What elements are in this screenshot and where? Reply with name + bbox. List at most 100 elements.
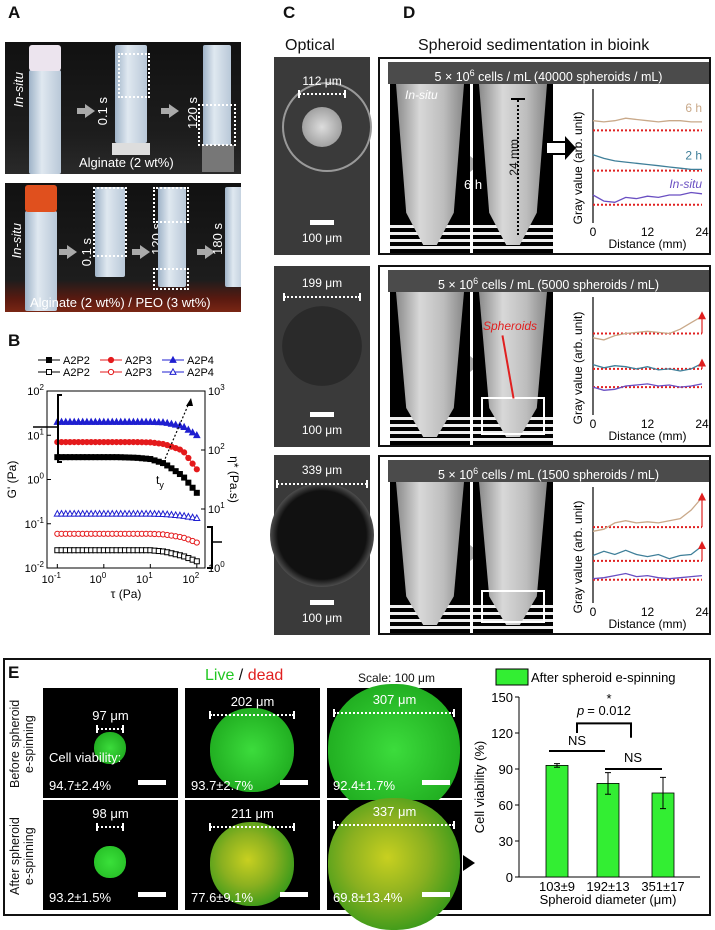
- x-tick-label: 0: [590, 605, 597, 619]
- live-dead-photo: 211 μm 77.6±9.1%: [185, 800, 320, 910]
- data-point: [193, 539, 200, 546]
- y-axis-label: Gray value (arb. unit): [571, 501, 585, 614]
- x-tick-label: 100: [89, 571, 106, 586]
- y-tick-label: 90: [499, 762, 513, 777]
- y-tick-label: 10-2: [25, 560, 45, 575]
- x-tick-label: 101: [136, 571, 153, 586]
- x-axis-label: Distance (mm): [608, 617, 686, 631]
- in-situ-label: In-situ: [405, 88, 438, 102]
- data-point: [107, 356, 115, 364]
- data-point: [176, 511, 184, 519]
- optical-title: Optical: [285, 37, 335, 54]
- time-label: 0.1 s: [95, 97, 110, 126]
- sedimentation-panel: 5 × 106 cells / mL (40000 spheroids / mL…: [378, 57, 711, 255]
- spheroid: [328, 684, 460, 816]
- y-tick-label: 102: [27, 383, 44, 398]
- spheroid: [94, 846, 126, 878]
- viability-value: 93.7±2.7%: [191, 778, 254, 793]
- bar-192±13: [596, 783, 620, 878]
- highlight-box: [198, 104, 236, 146]
- legend-label: A2P4: [187, 367, 214, 379]
- data-point: [185, 454, 192, 462]
- bracket-left: [57, 394, 62, 463]
- data-point: [46, 369, 52, 375]
- legend-label: A2P4: [187, 355, 214, 367]
- x-tick-label: 24: [695, 605, 709, 619]
- dead-label: dead: [247, 667, 284, 684]
- y-tick-label: 150: [491, 690, 513, 705]
- rise-arrow-head: [698, 541, 706, 550]
- spheroid: [328, 798, 460, 930]
- in-situ-label: In-situ: [11, 72, 26, 108]
- y-tick-label: 101: [27, 427, 44, 442]
- y-tick-label: 10-1: [25, 516, 45, 531]
- trend-arrow: [161, 402, 190, 467]
- dimension-arrow: [333, 709, 455, 717]
- series-A2P4-filled-triangle: [53, 417, 201, 439]
- row-label-line: e-spinning: [22, 715, 36, 773]
- series-label: 6 h: [685, 101, 702, 115]
- gray-value-plot: 0 12 24 Distance (mm) Gray value (arb. unit): [571, 297, 709, 443]
- time-label: 180 s: [210, 223, 225, 255]
- tube-photo-sedimented: 24 mm: [473, 84, 553, 253]
- y-right-tick-label: 102: [208, 442, 225, 457]
- x-tick-label: 351±17: [641, 879, 684, 894]
- panel-label-d: D: [403, 3, 416, 22]
- x-axis-label: Spheroid diameter (μm): [540, 892, 677, 907]
- highlight-box: [153, 187, 189, 223]
- diameter-label: 339 μm: [301, 463, 343, 477]
- sedimentation-panel: 5 × 106 cells / mL (5000 spheroids / mL)…: [378, 265, 711, 447]
- row-label-line: Before spheroid: [8, 699, 22, 789]
- trend-arrow-head: [186, 398, 193, 406]
- profile-line: [592, 154, 702, 171]
- y-tick-label: 120: [491, 726, 513, 741]
- header-text: cells / mL (40000 spheroids / mL): [474, 70, 663, 85]
- tube-photo-initial: [390, 482, 470, 633]
- arrow-icon: [161, 104, 179, 118]
- spheroid: [210, 708, 294, 792]
- x-tick-label: 24: [695, 225, 709, 239]
- data-point: [188, 513, 197, 521]
- data-point: [180, 422, 188, 430]
- series-A2P2-filled-square: [54, 454, 200, 496]
- x-tick-label: 0: [590, 225, 597, 239]
- ns-label: NS: [568, 733, 586, 748]
- arrow-icon: [132, 245, 150, 259]
- x-tick-label: 12: [641, 225, 655, 239]
- profile-line: [592, 497, 703, 532]
- scale-bar: [310, 412, 334, 417]
- rise-arrow-head: [698, 492, 706, 501]
- spheroids-annotation: Spheroids: [483, 319, 538, 333]
- header-exponent: 6: [473, 466, 479, 476]
- live-dead-photo: 337 μm 69.8±13.4%: [327, 798, 462, 930]
- row-label-before: Before spheroid e-spinning: [8, 690, 36, 798]
- in-situ-label: In-situ: [9, 223, 24, 259]
- y-tick-label: 30: [499, 834, 513, 849]
- dimension-arrow: [209, 823, 295, 831]
- series-A2P2-open-square: [54, 547, 200, 565]
- viability-label: Cell viability:: [49, 750, 122, 765]
- legend-swatch: [495, 668, 529, 686]
- scale-label: Scale: 100 μm: [358, 671, 435, 685]
- viability-bar-chart: After spheroid e-spinning 0 30 60 90 120 150 Ce…: [472, 668, 700, 907]
- p-value-label: p = 0.012: [576, 703, 631, 718]
- viability-value: 93.2±1.5%: [49, 890, 112, 905]
- data-point: [176, 471, 183, 478]
- arrow-icon: [77, 104, 95, 118]
- separator: /: [234, 667, 248, 684]
- yield-stress-label: ty: [156, 473, 164, 490]
- y-tick-label: 100: [27, 472, 44, 487]
- caption: Alginate (2 wt%) / PEO (3 wt%): [30, 295, 211, 310]
- rise-arrow-head: [698, 358, 706, 367]
- optical-spheroid-photo: 112 μm 100 μm: [274, 57, 372, 255]
- dimension-arrow: [276, 480, 368, 488]
- data-point: [192, 513, 201, 522]
- y-tick-label: 0: [506, 870, 513, 885]
- diameter-label: 199 μm: [301, 276, 343, 290]
- row-label-after: After spheroid e-spinning: [8, 802, 36, 910]
- data-point: [163, 418, 172, 426]
- y-axis-label: Gray value (arb. unit): [571, 112, 585, 225]
- data-point: [171, 510, 180, 518]
- live-dead-photo: 307 μm 92.4±1.7%: [327, 684, 462, 816]
- header-text: cells / mL (5000 spheroids / mL): [478, 278, 659, 293]
